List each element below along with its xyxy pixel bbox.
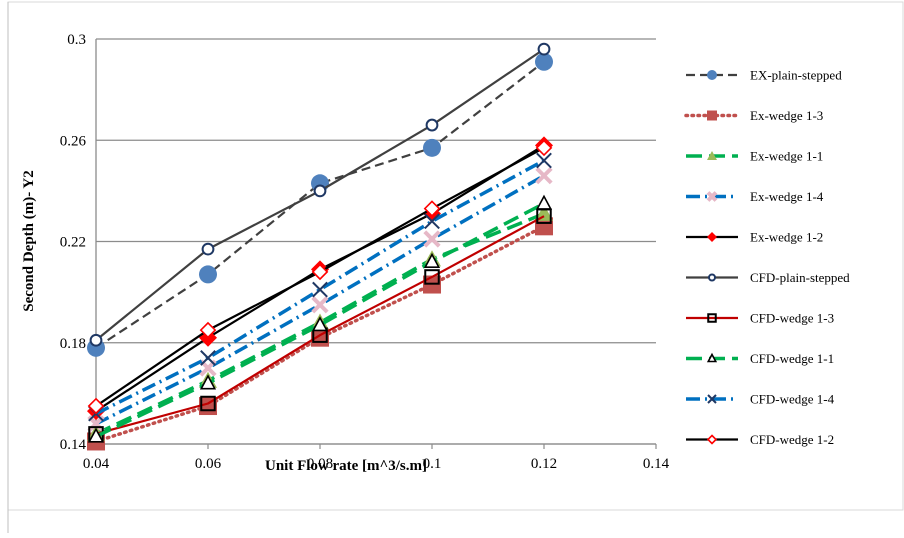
y-tick-label: 0.3 bbox=[67, 32, 86, 48]
data-point bbox=[707, 232, 717, 242]
series-group bbox=[87, 42, 553, 451]
legend-item: CFD-wedge 1-4 bbox=[686, 392, 835, 407]
legend-item: EX-plain-stepped bbox=[686, 68, 842, 83]
data-point bbox=[423, 138, 441, 157]
data-point bbox=[535, 139, 553, 157]
axes: 0.14 0.18 0.22 0.26 0.3 0.04 0.06 0.08 0.1 0.12 0.… bbox=[60, 32, 670, 472]
series-10 bbox=[87, 139, 553, 415]
legend-label: Ex-wedge 1-3 bbox=[750, 108, 823, 123]
legend-label: Ex-wedge 1-2 bbox=[750, 230, 823, 245]
data-point bbox=[707, 70, 717, 80]
data-point bbox=[312, 281, 328, 298]
x-tick-label: 0.12 bbox=[531, 456, 557, 472]
legend-label: CFD-plain-stepped bbox=[750, 270, 850, 285]
legend-label: EX-plain-stepped bbox=[750, 68, 842, 83]
data-point bbox=[424, 213, 440, 230]
data-point bbox=[424, 269, 440, 285]
data-point bbox=[707, 151, 717, 160]
series-6 bbox=[89, 42, 551, 347]
legend-item: Ex-wedge 1-1 bbox=[686, 149, 823, 164]
x-tick-label: 0.06 bbox=[195, 456, 222, 472]
data-point bbox=[706, 434, 718, 445]
legend: EX-plain-stepped Ex-wedge 1-3 Ex-wedge 1-1… bbox=[684, 68, 850, 447]
y-tick-label: 0.14 bbox=[60, 437, 87, 453]
series-4 bbox=[87, 167, 553, 433]
series-line bbox=[95, 60, 545, 349]
series-9 bbox=[88, 152, 552, 422]
legend-item: CFD-wedge 1-3 bbox=[686, 311, 834, 326]
x-tick-label: 0.08 bbox=[307, 456, 333, 472]
data-point bbox=[708, 273, 716, 282]
x-mark-stroke bbox=[706, 191, 718, 202]
data-point bbox=[199, 321, 217, 339]
data-point bbox=[707, 313, 717, 323]
data-point bbox=[201, 242, 215, 256]
series-line bbox=[95, 158, 545, 416]
legend-item: CFD-plain-stepped bbox=[686, 270, 850, 285]
data-point bbox=[87, 427, 105, 443]
legend-label: CFD-wedge 1-4 bbox=[750, 392, 835, 407]
data-point bbox=[535, 194, 553, 210]
legend-label: CFD-wedge 1-1 bbox=[750, 351, 834, 366]
data-point bbox=[423, 200, 441, 217]
y-tick-label: 0.18 bbox=[60, 336, 86, 352]
data-point bbox=[199, 374, 217, 390]
data-point bbox=[89, 333, 103, 347]
legend-item: CFD-wedge 1-1 bbox=[686, 351, 834, 366]
data-point bbox=[199, 265, 217, 284]
data-point bbox=[200, 395, 216, 412]
series-line bbox=[95, 215, 545, 435]
x-axis-title: Unit Flow rate [m^3/s.m] bbox=[265, 458, 427, 474]
legend-item: CFD-wedge 1-2 bbox=[686, 432, 834, 447]
data-point bbox=[707, 110, 717, 121]
data-point bbox=[535, 167, 553, 185]
data-point bbox=[311, 296, 329, 314]
legend-label: Ex-wedge 1-1 bbox=[750, 149, 823, 164]
x-mark-stroke bbox=[311, 296, 329, 314]
x-mark-stroke bbox=[200, 350, 216, 366]
x-mark-stroke bbox=[312, 281, 328, 298]
data-point bbox=[535, 217, 553, 236]
legend-label: Ex-wedge 1-4 bbox=[750, 189, 824, 204]
data-point bbox=[423, 252, 441, 268]
data-point bbox=[535, 52, 553, 71]
x-tick-label: 0.04 bbox=[83, 456, 110, 472]
series-line bbox=[95, 201, 545, 438]
data-point bbox=[200, 350, 216, 366]
data-point bbox=[536, 152, 552, 169]
x-tick-label: 0.1 bbox=[423, 456, 442, 472]
data-point bbox=[313, 184, 327, 198]
y-axis-title: Second Depth (m)- Y2 bbox=[21, 170, 37, 312]
data-point bbox=[87, 397, 105, 415]
data-point bbox=[707, 394, 717, 404]
data-point bbox=[537, 42, 551, 56]
legend-item: Ex-wedge 1-2 bbox=[686, 230, 823, 245]
x-mark-stroke bbox=[707, 394, 717, 404]
legend-label: CFD-wedge 1-2 bbox=[750, 432, 834, 447]
x-mark-stroke bbox=[424, 213, 440, 230]
data-point bbox=[535, 204, 553, 221]
x-tick-label: 0.14 bbox=[643, 456, 670, 472]
x-mark-stroke bbox=[535, 167, 553, 185]
y-tick-label: 0.22 bbox=[60, 235, 86, 251]
data-point bbox=[311, 316, 329, 332]
data-point bbox=[425, 118, 439, 132]
chart-border bbox=[7, 1, 904, 511]
x-mark-stroke bbox=[423, 230, 441, 248]
data-point bbox=[423, 230, 441, 248]
legend-item: Ex-wedge 1-4 bbox=[686, 189, 824, 204]
legend-label: CFD-wedge 1-3 bbox=[750, 311, 834, 326]
series-8 bbox=[87, 194, 553, 443]
legend-item: Ex-wedge 1-3 bbox=[684, 108, 823, 123]
data-point bbox=[706, 352, 718, 363]
x-mark-stroke bbox=[536, 152, 552, 169]
data-point bbox=[311, 263, 329, 281]
y-tick-label: 0.26 bbox=[60, 133, 87, 149]
data-point bbox=[706, 191, 718, 202]
